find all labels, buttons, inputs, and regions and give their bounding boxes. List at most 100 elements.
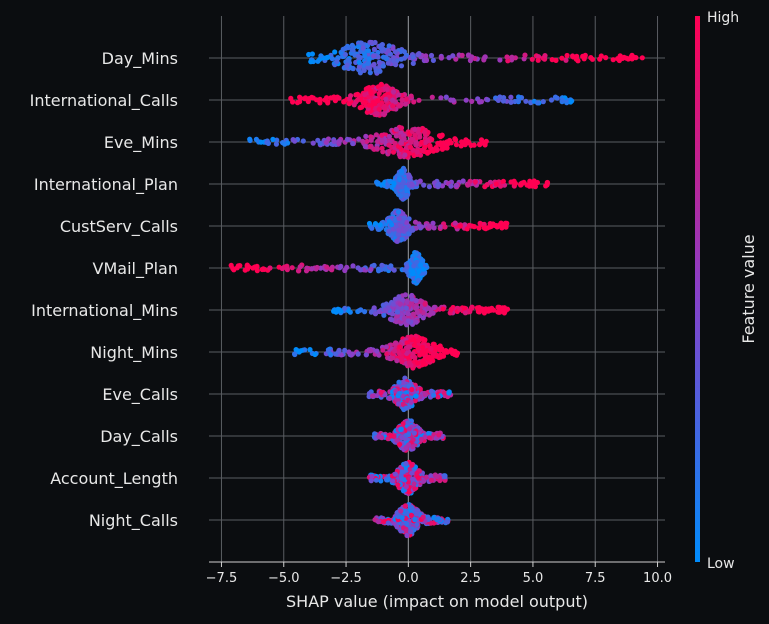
data-point: [376, 268, 382, 274]
data-point: [399, 236, 405, 242]
data-point: [483, 226, 489, 232]
data-point: [548, 97, 555, 103]
data-point: [336, 347, 342, 353]
data-point: [444, 145, 450, 151]
data-point: [415, 277, 421, 283]
data-point: [400, 393, 406, 399]
data-point: [410, 311, 417, 317]
data-point: [356, 136, 362, 142]
data-point: [403, 305, 409, 311]
data-point: [522, 52, 528, 58]
data-point: [430, 220, 436, 226]
data-point: [360, 138, 366, 144]
data-point: [270, 136, 276, 142]
data-point: [375, 98, 381, 104]
data-point: [373, 132, 379, 138]
data-point: [453, 56, 459, 62]
data-point: [411, 336, 417, 343]
data-point: [418, 436, 424, 442]
data-point: [349, 351, 355, 357]
data-point: [354, 97, 361, 103]
data-point: [317, 98, 323, 104]
data-point: [458, 143, 464, 149]
data-point: [431, 392, 437, 398]
data-point: [334, 58, 340, 65]
colorbar-high-label: High: [707, 10, 739, 26]
data-point: [405, 431, 412, 437]
data-point: [398, 426, 404, 433]
data-point: [332, 351, 339, 357]
data-point: [403, 484, 409, 490]
data-point: [452, 136, 458, 142]
data-point: [344, 264, 350, 270]
data-point: [428, 346, 434, 352]
data-point: [509, 54, 515, 60]
data-point: [443, 94, 449, 100]
x-tick-label: −7.5: [206, 571, 238, 586]
data-point: [398, 193, 404, 199]
data-point: [437, 343, 443, 349]
feature-label: Eve_Mins: [104, 133, 178, 153]
data-point: [383, 301, 389, 307]
data-point: [403, 219, 410, 225]
data-point: [493, 181, 499, 187]
data-point: [247, 136, 253, 142]
data-point: [436, 133, 443, 139]
data-point: [363, 133, 369, 139]
data-point: [435, 394, 441, 400]
data-point: [390, 97, 396, 103]
data-point: [399, 355, 405, 361]
data-point: [427, 357, 433, 363]
data-point: [508, 94, 514, 100]
data-point: [395, 231, 401, 237]
data-point: [365, 60, 371, 66]
data-point: [419, 349, 426, 355]
data-point: [356, 59, 362, 65]
data-point: [404, 532, 410, 539]
data-point: [394, 524, 400, 530]
data-point: [570, 54, 576, 60]
data-point: [329, 56, 335, 62]
data-point: [437, 477, 443, 484]
data-point: [462, 305, 468, 311]
data-point: [429, 94, 435, 100]
data-point: [444, 349, 450, 355]
data-point: [392, 471, 398, 477]
data-point: [412, 219, 419, 225]
feature-label: VMail_Plan: [93, 259, 178, 279]
data-point: [428, 311, 434, 317]
data-point: [411, 99, 417, 105]
data-point: [437, 140, 444, 146]
data-point: [358, 307, 364, 313]
data-point: [410, 476, 416, 482]
data-point: [446, 55, 452, 61]
data-point: [370, 62, 377, 68]
data-point: [500, 98, 506, 104]
data-point: [350, 65, 356, 71]
data-point: [396, 227, 402, 233]
data-point: [396, 176, 403, 182]
data-point: [300, 138, 306, 144]
data-point: [431, 225, 437, 231]
data-point: [355, 53, 361, 59]
data-point: [423, 53, 429, 59]
data-point: [435, 182, 441, 188]
feature-label: International_Mins: [31, 301, 178, 321]
data-point: [633, 55, 639, 61]
data-point: [393, 62, 399, 68]
data-point: [366, 220, 373, 227]
data-point: [485, 97, 491, 103]
data-point: [394, 313, 400, 319]
data-point: [422, 434, 428, 440]
data-point: [374, 112, 380, 118]
data-point: [446, 390, 452, 396]
data-point: [379, 262, 385, 268]
data-point: [317, 140, 323, 147]
data-point: [331, 94, 337, 100]
data-point: [314, 264, 320, 271]
data-point: [403, 405, 409, 411]
data-point: [472, 179, 478, 185]
data-point: [468, 142, 474, 148]
data-point: [477, 142, 483, 148]
data-point: [344, 62, 350, 68]
